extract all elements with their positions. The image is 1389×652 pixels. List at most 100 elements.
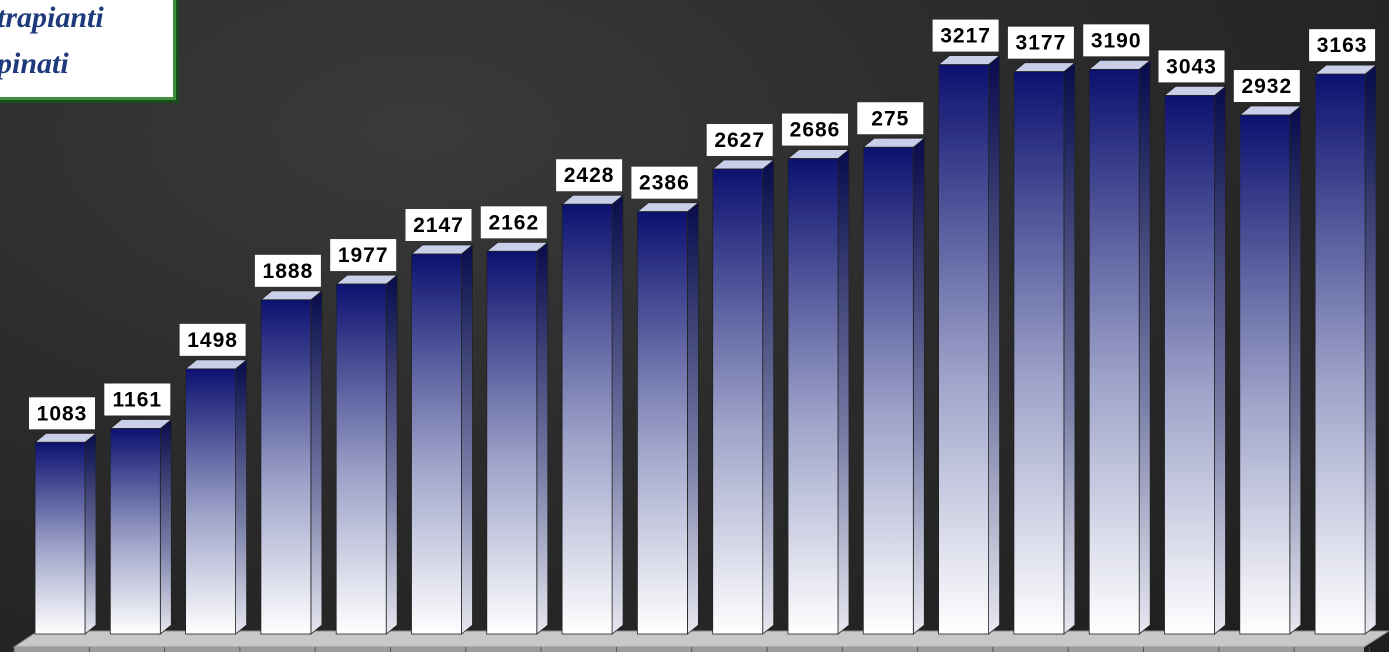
data-label-bg — [631, 166, 698, 199]
bar-cap — [711, 159, 775, 170]
bar-front — [787, 158, 839, 635]
data-label-bg — [1007, 26, 1074, 59]
data-labels-group: 1083 1161 1498 1888 1977 2147 2162 2428 2386 2627… — [29, 19, 1376, 430]
data-label: 1498 — [179, 323, 246, 356]
bar-front — [185, 368, 237, 635]
bar-cap — [335, 274, 399, 285]
bar — [1163, 85, 1227, 635]
data-label: 3043 — [1158, 50, 1225, 83]
bar-front — [1164, 94, 1215, 635]
bar-front — [1013, 71, 1065, 635]
bar-side — [385, 274, 398, 635]
bar-front — [411, 253, 462, 635]
data-label-bg — [857, 102, 924, 135]
title-line-2: pinati — [0, 47, 69, 80]
data-label-text: 2386 — [639, 172, 690, 195]
data-label-bg — [1309, 29, 1376, 62]
data-label-text: 3043 — [1166, 55, 1217, 78]
data-label-bg — [556, 159, 623, 192]
bar-side — [912, 137, 925, 635]
data-label-bg — [254, 254, 321, 287]
bar-side — [461, 244, 473, 635]
data-label-text: 3190 — [1091, 29, 1142, 52]
bar-front — [712, 168, 764, 635]
data-label-text: 1083 — [37, 402, 88, 425]
data-label: 275 — [857, 102, 924, 135]
bar-side — [988, 54, 1000, 635]
data-label-text: 1977 — [338, 244, 389, 267]
data-label-bg — [330, 239, 397, 272]
data-label-text: 2932 — [1241, 75, 1292, 98]
bar — [1313, 64, 1378, 635]
bars-group — [33, 54, 1378, 635]
data-label-bg — [104, 383, 171, 416]
bar — [786, 148, 851, 635]
bar-front — [637, 211, 688, 635]
bar — [485, 241, 549, 635]
bar-cap — [184, 359, 248, 370]
bar — [560, 194, 625, 635]
bar-front — [862, 146, 914, 635]
bar-front — [260, 299, 312, 635]
bar-side — [1289, 105, 1302, 635]
bar-front — [335, 283, 387, 635]
data-label: 2932 — [1233, 70, 1300, 103]
data-label-text: 3163 — [1317, 34, 1368, 57]
data-label-bg — [1158, 50, 1225, 83]
data-label-bg — [932, 19, 999, 52]
data-label-text: 275 — [871, 107, 909, 130]
bar-front — [938, 64, 989, 635]
bar — [410, 244, 474, 635]
bar — [33, 432, 98, 635]
chart-floor — [12, 630, 1389, 652]
bar-cap — [560, 194, 625, 205]
bar-side — [310, 289, 323, 635]
data-label-bg — [1083, 24, 1150, 57]
bar-side — [687, 201, 699, 635]
bar-front — [1314, 73, 1366, 635]
bar-side — [1214, 85, 1226, 635]
data-label-text: 2627 — [714, 129, 765, 152]
bar — [259, 289, 324, 635]
data-label-text: 1498 — [187, 329, 238, 352]
data-label-bg — [1233, 70, 1300, 103]
bar — [1088, 59, 1152, 635]
bar-front — [1088, 68, 1140, 635]
bar-side — [536, 241, 549, 635]
title-line-1: trapianti — [0, 1, 104, 34]
bar-side — [84, 432, 97, 635]
data-label: 2147 — [405, 208, 472, 241]
bar-cap — [485, 241, 549, 252]
data-label: 3217 — [932, 19, 999, 52]
bar — [1238, 105, 1302, 635]
bar — [109, 418, 173, 635]
data-label: 1161 — [104, 383, 171, 416]
floor-edge — [14, 647, 1364, 652]
bar-front — [486, 250, 538, 635]
bar-side — [837, 148, 850, 635]
bar-front — [1239, 114, 1291, 635]
bar-cap — [636, 202, 700, 213]
title-box: trapianti pinati — [0, 0, 176, 100]
bar-cap — [410, 244, 474, 255]
bar-cap — [33, 432, 98, 443]
data-label: 1977 — [330, 239, 397, 272]
bar-cap — [259, 290, 324, 301]
bar-side — [611, 194, 624, 635]
data-label-text: 1888 — [263, 260, 314, 283]
bar-cap — [1012, 62, 1077, 73]
data-label: 2386 — [631, 166, 698, 199]
data-label-bg — [782, 113, 848, 146]
bar-cap — [1088, 59, 1152, 70]
data-label-bg — [480, 206, 547, 239]
data-label: 3177 — [1007, 26, 1074, 59]
bar-cap — [786, 149, 851, 159]
bar-cap — [1163, 85, 1227, 96]
data-label: 3163 — [1309, 29, 1376, 62]
data-label-text: 2428 — [564, 164, 615, 187]
data-label-text: 2686 — [790, 119, 841, 142]
data-label-bg — [179, 323, 246, 356]
bar — [937, 54, 1001, 635]
bar-cap — [1313, 64, 1378, 75]
